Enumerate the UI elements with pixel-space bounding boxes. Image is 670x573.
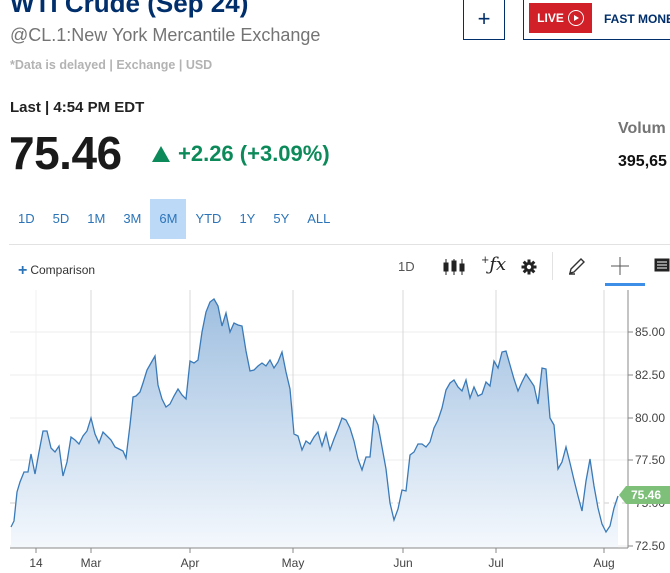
x-axis-labels: 14 Mar Apr May Jun Jul Aug bbox=[29, 548, 615, 570]
svg-text:85.00: 85.00 bbox=[635, 325, 665, 339]
price-line bbox=[10, 298, 619, 534]
delayed-note: *Data is delayed | Exchange | USD bbox=[10, 58, 213, 72]
range-1d[interactable]: 1D bbox=[18, 211, 35, 226]
show-name: FAST MONE bbox=[604, 12, 670, 26]
interval-selector[interactable]: 1D bbox=[398, 259, 415, 274]
toolbar-divider bbox=[552, 252, 553, 280]
range-5y[interactable]: 5Y bbox=[273, 211, 290, 226]
play-icon bbox=[567, 10, 584, 26]
svg-text:77.50: 77.50 bbox=[635, 453, 665, 467]
svg-text:Mar: Mar bbox=[81, 556, 102, 570]
svg-text:80.00: 80.00 bbox=[635, 411, 665, 425]
range-ytd[interactable]: YTD bbox=[195, 211, 222, 226]
last-price: 75.46 bbox=[9, 127, 122, 179]
change-value: +2.26 (+3.09%) bbox=[178, 141, 330, 166]
svg-text:Aug: Aug bbox=[593, 556, 614, 570]
svg-text:May: May bbox=[282, 556, 305, 570]
range-1y[interactable]: 1Y bbox=[239, 211, 256, 226]
live-label: LIVE bbox=[537, 11, 564, 25]
svg-text:Jul: Jul bbox=[488, 556, 503, 570]
exchange-subtitle: @CL.1:New York Mercantile Exchange bbox=[10, 25, 321, 45]
add-to-watchlist-button[interactable]: + bbox=[463, 0, 505, 40]
range-all[interactable]: ALL bbox=[307, 211, 331, 226]
draw-pencil-icon[interactable] bbox=[567, 256, 587, 276]
price-change: +2.26 (+3.09%) bbox=[152, 141, 330, 167]
svg-text:82.50: 82.50 bbox=[635, 368, 665, 382]
plus-icon: + bbox=[477, 6, 491, 31]
svg-text:Apr: Apr bbox=[181, 556, 200, 570]
divider bbox=[9, 244, 670, 245]
up-arrow-icon bbox=[152, 146, 170, 162]
live-badge[interactable]: LIVE bbox=[529, 3, 592, 33]
svg-text:72.50: 72.50 bbox=[635, 539, 665, 553]
last-trade-time: Last | 4:54 PM EDT bbox=[10, 99, 145, 116]
range-5d[interactable]: 5D bbox=[52, 211, 70, 226]
live-tv-banner[interactable]: LIVE FAST MONE bbox=[523, 0, 670, 40]
studies-fx-icon[interactable]: +ƒx bbox=[481, 254, 507, 275]
price-area bbox=[11, 299, 618, 548]
last-price-tag: 75.46 bbox=[619, 486, 670, 504]
candlestick-icon[interactable] bbox=[443, 258, 465, 276]
crosshair-icon[interactable] bbox=[610, 256, 630, 276]
comparison-button[interactable]: + Comparison bbox=[18, 262, 96, 279]
active-tool-indicator bbox=[605, 283, 645, 286]
range-3m[interactable]: 3M bbox=[123, 211, 142, 226]
news-icon[interactable] bbox=[654, 258, 670, 272]
range-6m[interactable]: 6M bbox=[150, 199, 187, 239]
time-range-tabs: 1D 5D 1M 3M 6M YTD 1Y 5Y ALL bbox=[9, 199, 339, 239]
settings-gear-icon[interactable] bbox=[521, 259, 537, 275]
plus-icon: + bbox=[18, 262, 28, 279]
range-1m[interactable]: 1M bbox=[87, 211, 106, 226]
volume-value: 395,65 bbox=[618, 153, 667, 170]
instrument-title: WTI Crude (Sep 24) bbox=[10, 0, 249, 18]
volume-label: Volum bbox=[618, 120, 666, 137]
svg-text:Jun: Jun bbox=[393, 556, 412, 570]
svg-text:14: 14 bbox=[29, 556, 43, 570]
